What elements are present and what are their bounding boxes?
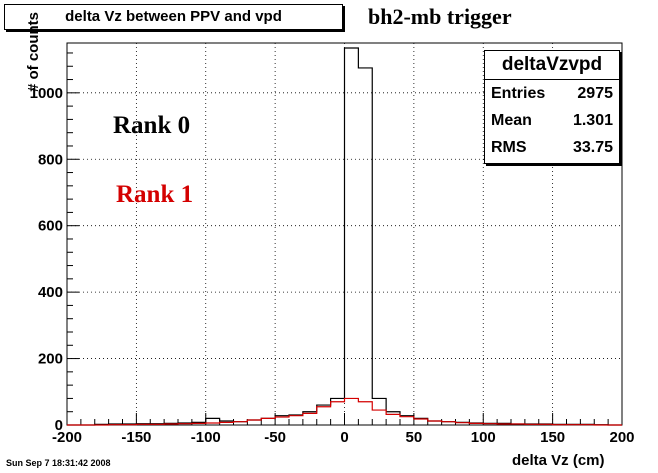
histogram-series bbox=[67, 47, 622, 426]
stats-value: 1.301 bbox=[572, 112, 613, 129]
y-tick-label: 0 bbox=[55, 417, 63, 434]
stats-label: Entries bbox=[491, 85, 546, 102]
y-tick-label: 600 bbox=[38, 218, 63, 235]
x-tick-label: 200 bbox=[609, 429, 634, 446]
trigger-label: bh2-mb trigger bbox=[368, 4, 512, 29]
x-tick-label: -100 bbox=[191, 429, 221, 446]
x-axis-ticks: -200 -150 -100 -50 0 50 100 150 200 bbox=[52, 43, 635, 446]
x-tick-label: 150 bbox=[540, 429, 565, 446]
y-axis-label: # of counts bbox=[25, 11, 42, 92]
legend-rank0: Rank 0 bbox=[113, 112, 191, 139]
stats-box: deltaVzvpd Entries 2975 Mean 1.301 RMS 3… bbox=[484, 50, 620, 164]
x-tick-label: 50 bbox=[406, 429, 423, 446]
stats-row-rms: RMS 33.75 bbox=[485, 134, 619, 161]
x-axis-label: delta Vz (cm) bbox=[512, 452, 605, 469]
stats-label: Mean bbox=[491, 112, 532, 129]
x-tick-label: 0 bbox=[340, 429, 348, 446]
x-tick-label: -200 bbox=[52, 429, 82, 446]
y-tick-label: 200 bbox=[38, 351, 63, 368]
legend-rank1: Rank 1 bbox=[116, 181, 194, 208]
histogram-line-rank1 bbox=[67, 397, 622, 426]
x-tick-label: -150 bbox=[121, 429, 151, 446]
stats-row-mean: Mean 1.301 bbox=[485, 107, 619, 134]
y-tick-label: 400 bbox=[38, 284, 63, 301]
stats-row-entries: Entries 2975 bbox=[485, 80, 619, 107]
x-tick-label: 100 bbox=[471, 429, 496, 446]
stats-histogram-name: deltaVzvpd bbox=[485, 51, 619, 80]
y-tick-label: 1000 bbox=[30, 85, 63, 102]
stats-value: 33.75 bbox=[572, 139, 613, 156]
timestamp: Sun Sep 7 18:31:42 2008 bbox=[6, 458, 111, 468]
stats-value: 2975 bbox=[577, 85, 613, 102]
plot-title: delta Vz between PPV and vpd bbox=[4, 4, 343, 30]
x-tick-label: -50 bbox=[264, 429, 286, 446]
y-axis-ticks: 0 200 400 600 800 1000 bbox=[30, 52, 622, 434]
stats-label: RMS bbox=[491, 139, 527, 156]
y-tick-label: 800 bbox=[38, 151, 63, 168]
